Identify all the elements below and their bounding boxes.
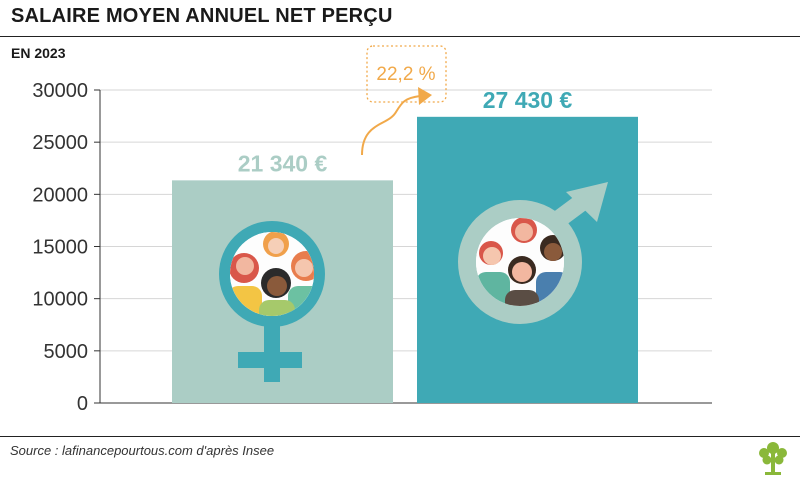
y-tick-label: 0	[77, 393, 88, 415]
curved-arrow-icon	[361, 95, 421, 156]
y-tick-label: 15000	[32, 237, 88, 259]
bar-women-value-label: 21 340 €	[238, 150, 328, 176]
y-tick-label: 5000	[44, 341, 89, 363]
tree-logo-icon	[759, 442, 787, 475]
bar-men-value-label: 27 430 €	[483, 87, 573, 113]
growth-box	[366, 45, 447, 103]
chart-title: SALAIRE MOYEN ANNUEL NET PERÇU	[11, 5, 393, 27]
male-symbol-icon	[458, 182, 608, 324]
arrow-head-icon	[418, 87, 432, 105]
growth-label: 22,2 %	[376, 64, 435, 85]
female-symbol-icon	[219, 221, 325, 382]
y-tick-label: 20000	[32, 184, 88, 206]
y-tick-label: 25000	[32, 132, 88, 154]
chart-subtitle: EN 2023	[11, 45, 66, 61]
title-divider	[0, 36, 800, 37]
y-tick-label: 30000	[32, 80, 88, 102]
y-tick-label: 10000	[32, 289, 88, 311]
source-divider	[0, 436, 800, 437]
source-note: Source : lafinancepourtous.com d'après I…	[10, 443, 275, 458]
growth-annotation: 22,2 %	[361, 45, 447, 156]
